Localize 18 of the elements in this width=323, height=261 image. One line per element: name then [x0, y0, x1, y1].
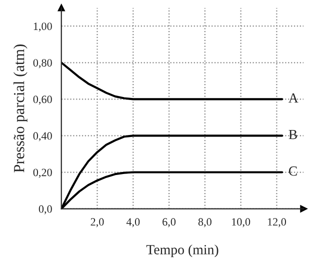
x-tick-label: 4,0 — [126, 218, 140, 228]
x-tick-label: 2,0 — [90, 218, 104, 228]
line-series — [61, 62, 284, 100]
x-tick-label: 6,0 — [162, 218, 176, 228]
x-tick-label: 12,0 — [268, 218, 286, 228]
y-axis-title: Pressão parcial (atm) — [13, 44, 28, 172]
y-tick-label: 0,80 — [33, 59, 52, 68]
y-tick-label: 1,00 — [34, 22, 52, 32]
y-tick-label: 0,20 — [33, 168, 52, 178]
x-tick-label: 10,0 — [232, 218, 250, 228]
y-tick-label: 0,0 — [38, 205, 52, 214]
x-axis-title: Tempo (min) — [146, 244, 218, 258]
y-tick-label: 0,60 — [33, 96, 52, 105]
x-tick-label: 8,0 — [198, 218, 212, 228]
series-label: B — [288, 130, 297, 140]
y-tick-label: 0,40 — [33, 132, 52, 142]
series-label: C — [288, 166, 297, 176]
series-label: A — [288, 93, 298, 103]
